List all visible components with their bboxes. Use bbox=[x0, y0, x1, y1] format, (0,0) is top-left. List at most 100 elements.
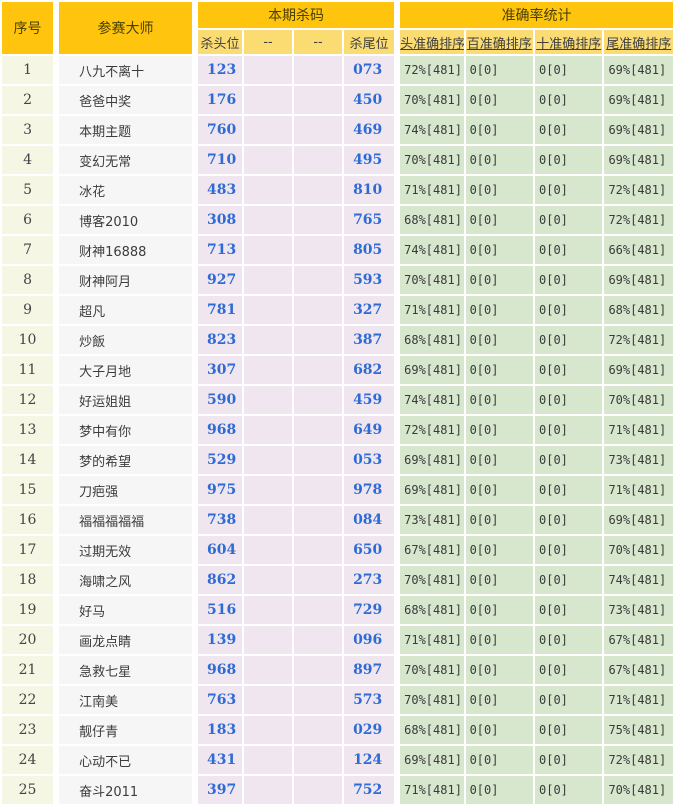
acc-hundred-value: 0[0] bbox=[465, 266, 533, 294]
table-row: 3 本期主题 760 469 74%[481] 0[0] 0[0] 69%[48… bbox=[2, 116, 673, 144]
kill-mid1-value bbox=[244, 626, 293, 654]
kill-tail-value: 273 bbox=[344, 566, 395, 594]
col-header-acc-hundred: 百准确排序 bbox=[465, 30, 533, 54]
acc-head-sort-link[interactable]: 头准确排序 bbox=[400, 36, 464, 52]
acc-tail-value: 71%[481] bbox=[604, 476, 673, 504]
kill-mid2-value bbox=[294, 386, 343, 414]
acc-hundred-value: 0[0] bbox=[465, 446, 533, 474]
acc-head-value: 72%[481] bbox=[396, 416, 464, 444]
table-row: 1 八九不离十 123 073 72%[481] 0[0] 0[0] 69%[4… bbox=[2, 56, 673, 84]
kill-mid2-value bbox=[294, 356, 343, 384]
row-index: 12 bbox=[2, 386, 54, 414]
kill-mid2-value bbox=[294, 296, 343, 324]
master-name: 奋斗2011 bbox=[55, 776, 193, 804]
acc-tail-value: 72%[481] bbox=[604, 176, 673, 204]
kill-mid1-value bbox=[244, 296, 293, 324]
kill-tail-value: 327 bbox=[344, 296, 395, 324]
acc-ten-value: 0[0] bbox=[535, 266, 603, 294]
acc-ten-value: 0[0] bbox=[535, 416, 603, 444]
acc-ten-value: 0[0] bbox=[535, 566, 603, 594]
kill-mid1-value bbox=[244, 476, 293, 504]
acc-head-value: 71%[481] bbox=[396, 176, 464, 204]
acc-head-value: 74%[481] bbox=[396, 386, 464, 414]
acc-hundred-value: 0[0] bbox=[465, 656, 533, 684]
acc-hundred-value: 0[0] bbox=[465, 716, 533, 744]
row-index: 21 bbox=[2, 656, 54, 684]
kill-tail-value: 096 bbox=[344, 626, 395, 654]
table-row: 19 好马 516 729 68%[481] 0[0] 0[0] 73%[481… bbox=[2, 596, 673, 624]
row-index: 4 bbox=[2, 146, 54, 174]
acc-head-value: 67%[481] bbox=[396, 536, 464, 564]
kill-mid2-value bbox=[294, 536, 343, 564]
row-index: 13 bbox=[2, 416, 54, 444]
acc-tail-value: 73%[481] bbox=[604, 446, 673, 474]
kill-tail-value: 495 bbox=[344, 146, 395, 174]
kill-tail-value: 765 bbox=[344, 206, 395, 234]
acc-tail-value: 70%[481] bbox=[604, 386, 673, 414]
col-header-acc-ten: 十准确排序 bbox=[535, 30, 603, 54]
master-name: 炒飯 bbox=[55, 326, 193, 354]
acc-tail-value: 68%[481] bbox=[604, 296, 673, 324]
kill-tail-value: 978 bbox=[344, 476, 395, 504]
acc-hundred-value: 0[0] bbox=[465, 416, 533, 444]
acc-hundred-sort-link[interactable]: 百准确排序 bbox=[466, 36, 532, 52]
master-name: 心动不已 bbox=[55, 746, 193, 774]
table-row: 24 心动不已 431 124 69%[481] 0[0] 0[0] 72%[4… bbox=[2, 746, 673, 774]
kill-mid1-value bbox=[244, 56, 293, 84]
kill-mid1-value bbox=[244, 266, 293, 294]
kill-head-value: 710 bbox=[194, 146, 243, 174]
acc-ten-value: 0[0] bbox=[535, 296, 603, 324]
kill-tail-value: 450 bbox=[344, 86, 395, 114]
table-row: 7 财神16888 713 805 74%[481] 0[0] 0[0] 66%… bbox=[2, 236, 673, 264]
col-header-master: 参赛大师 bbox=[55, 2, 193, 54]
row-index: 10 bbox=[2, 326, 54, 354]
kill-head-value: 139 bbox=[194, 626, 243, 654]
acc-hundred-value: 0[0] bbox=[465, 146, 533, 174]
row-index: 14 bbox=[2, 446, 54, 474]
acc-tail-value: 71%[481] bbox=[604, 686, 673, 714]
acc-ten-value: 0[0] bbox=[535, 536, 603, 564]
kill-head-value: 176 bbox=[194, 86, 243, 114]
acc-head-value: 69%[481] bbox=[396, 446, 464, 474]
master-name: 好马 bbox=[55, 596, 193, 624]
kill-mid2-value bbox=[294, 476, 343, 504]
kill-mid2-value bbox=[294, 446, 343, 474]
acc-ten-value: 0[0] bbox=[535, 386, 603, 414]
acc-hundred-value: 0[0] bbox=[465, 356, 533, 384]
kill-mid1-value bbox=[244, 236, 293, 264]
acc-ten-sort-link[interactable]: 十准确排序 bbox=[536, 36, 602, 52]
acc-head-value: 73%[481] bbox=[396, 506, 464, 534]
acc-head-value: 70%[481] bbox=[396, 686, 464, 714]
table-row: 5 冰花 483 810 71%[481] 0[0] 0[0] 72%[481] bbox=[2, 176, 673, 204]
kill-tail-value: 593 bbox=[344, 266, 395, 294]
acc-ten-value: 0[0] bbox=[535, 626, 603, 654]
master-name: 大子月地 bbox=[55, 356, 193, 384]
row-index: 23 bbox=[2, 716, 54, 744]
kill-mid2-value bbox=[294, 746, 343, 774]
kill-head-value: 307 bbox=[194, 356, 243, 384]
acc-tail-value: 69%[481] bbox=[604, 266, 673, 294]
row-index: 1 bbox=[2, 56, 54, 84]
acc-tail-value: 69%[481] bbox=[604, 506, 673, 534]
kill-tail-value: 573 bbox=[344, 686, 395, 714]
master-name: 刀疤强 bbox=[55, 476, 193, 504]
row-index: 17 bbox=[2, 536, 54, 564]
kill-head-value: 590 bbox=[194, 386, 243, 414]
group-header-accuracy-stats: 准确率统计 bbox=[396, 2, 673, 28]
acc-tail-sort-link[interactable]: 尾准确排序 bbox=[606, 36, 672, 52]
acc-hundred-value: 0[0] bbox=[465, 296, 533, 324]
master-name: 梦中有你 bbox=[55, 416, 193, 444]
kill-head-value: 781 bbox=[194, 296, 243, 324]
row-index: 7 bbox=[2, 236, 54, 264]
table-row: 22 江南美 763 573 70%[481] 0[0] 0[0] 71%[48… bbox=[2, 686, 673, 714]
kill-mid2-value bbox=[294, 116, 343, 144]
acc-head-value: 70%[481] bbox=[396, 146, 464, 174]
kill-mid2-value bbox=[294, 326, 343, 354]
acc-tail-value: 72%[481] bbox=[604, 326, 673, 354]
row-index: 9 bbox=[2, 296, 54, 324]
kill-tail-value: 073 bbox=[344, 56, 395, 84]
group-header-kill-codes: 本期杀码 bbox=[194, 2, 395, 28]
master-name: 过期无效 bbox=[55, 536, 193, 564]
table-row: 16 福福福福福 738 084 73%[481] 0[0] 0[0] 69%[… bbox=[2, 506, 673, 534]
